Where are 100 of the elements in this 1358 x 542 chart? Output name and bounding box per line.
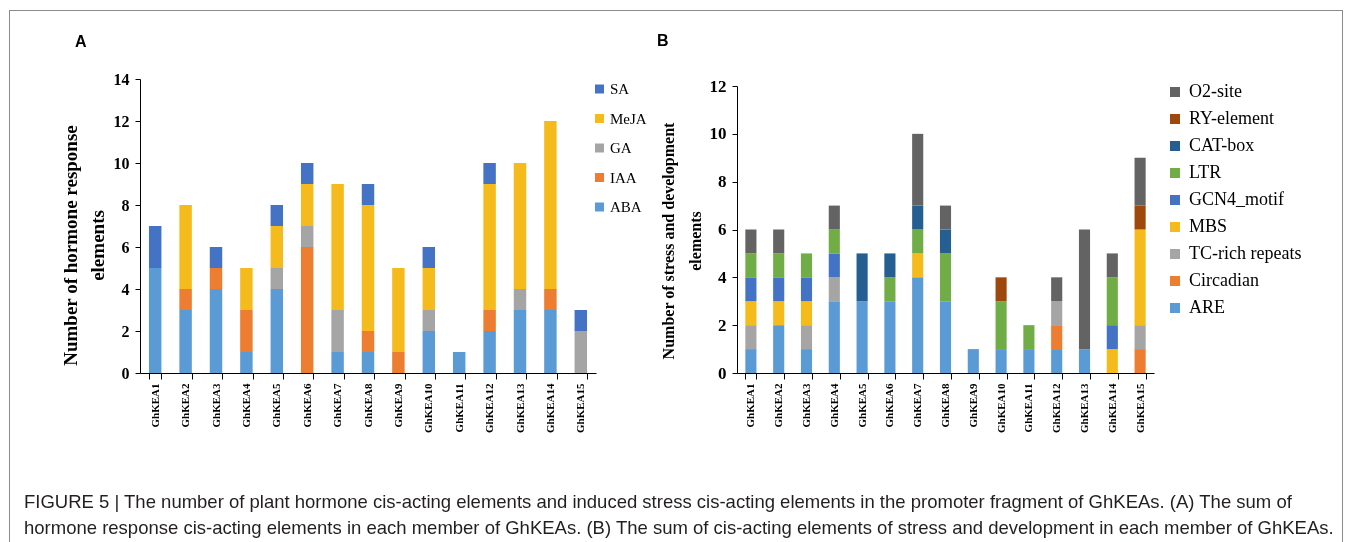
- y-tick-label: 4: [718, 267, 727, 287]
- bar: [773, 301, 785, 326]
- x-tick-label: GhKEA5: [270, 383, 283, 428]
- legend-label: IAA: [610, 169, 637, 186]
- y-tick-label: 2: [718, 315, 727, 335]
- legend-label: MBS: [1189, 216, 1228, 236]
- bar: [209, 289, 223, 373]
- bar: [939, 301, 952, 373]
- bar: [967, 349, 979, 373]
- bar: [240, 310, 253, 352]
- bar: [422, 310, 436, 331]
- bar: [995, 301, 1007, 350]
- bar: [1051, 325, 1063, 350]
- bar: [1051, 349, 1063, 373]
- bar: [884, 277, 896, 302]
- y-tick-label: 10: [113, 154, 130, 172]
- bar: [1106, 325, 1118, 350]
- bar: [574, 331, 588, 373]
- bar: [745, 229, 757, 254]
- y-tick-label: 0: [121, 364, 130, 382]
- x-tick-label: GhKEA7: [331, 383, 344, 428]
- bar: [179, 205, 192, 289]
- bar: [800, 301, 813, 326]
- bar: [912, 229, 924, 254]
- bar: [148, 226, 162, 268]
- legend-label: LTR: [1189, 162, 1222, 182]
- bar: [939, 229, 952, 254]
- bar: [270, 205, 284, 226]
- bar: [856, 301, 868, 373]
- bar: [361, 331, 375, 352]
- bar: [483, 163, 496, 184]
- bar: [452, 352, 466, 373]
- x-tick-label: GhKEA9: [966, 383, 979, 428]
- bar: [422, 268, 436, 310]
- bar: [300, 247, 314, 373]
- bar: [828, 253, 840, 278]
- x-tick-label: GhKEA8: [939, 383, 951, 428]
- bar: [939, 205, 952, 230]
- y-tick-label: 0: [718, 363, 727, 383]
- bar: [240, 268, 253, 310]
- bar: [1134, 157, 1146, 206]
- bar: [828, 205, 840, 230]
- x-tick-label: GhKEA6: [883, 383, 896, 428]
- x-tick-label: GhKEA13: [513, 383, 526, 434]
- bar: [1134, 349, 1146, 373]
- x-tick-label: GhKEA4: [827, 383, 840, 428]
- bar: [513, 310, 527, 373]
- legend-label: ABA: [610, 199, 642, 215]
- bar: [995, 349, 1007, 373]
- bar: [745, 253, 757, 278]
- y-axis-title: Number of stress and development elements: [659, 121, 704, 360]
- bar: [331, 310, 344, 352]
- bar: [1134, 205, 1146, 230]
- bar: [773, 277, 785, 302]
- bar: [483, 184, 496, 310]
- bar: [828, 229, 840, 254]
- bar: [513, 289, 527, 310]
- bar: [1134, 229, 1146, 326]
- y-tick-label: 6: [121, 238, 130, 256]
- y-tick-label: 14: [113, 70, 130, 88]
- x-tick-label: GhKEA10: [422, 383, 435, 434]
- bar: [800, 253, 813, 278]
- bar: [939, 253, 952, 302]
- legend-label: O2-site: [1189, 81, 1242, 101]
- bar: [912, 277, 924, 373]
- y-tick-label: 6: [718, 220, 727, 239]
- bar: [270, 226, 284, 268]
- bar: [773, 229, 785, 254]
- x-tick-label: GhKEA7: [911, 383, 924, 428]
- bar: [1106, 349, 1118, 373]
- legend-label: GCN4_motif: [1189, 189, 1285, 209]
- bar: [1023, 349, 1035, 373]
- y-tick-label: 8: [718, 172, 727, 192]
- bar: [544, 289, 557, 310]
- bar: [856, 253, 868, 302]
- x-tick-label: GhKEA14: [1105, 383, 1118, 434]
- y-tick-label: 4: [121, 280, 130, 298]
- x-tick-label: GhKEA12: [483, 383, 496, 434]
- bar: [745, 277, 757, 302]
- bar: [1106, 253, 1118, 278]
- bar: [544, 121, 557, 289]
- bar: [1023, 325, 1035, 350]
- x-tick-label: GhKEA1: [148, 383, 161, 428]
- bar: [828, 301, 840, 373]
- x-tick-label: GhKEA2: [772, 383, 785, 428]
- y-tick-label: 12: [709, 76, 727, 96]
- x-tick-label: GhKEA9: [391, 383, 404, 428]
- bar: [1134, 325, 1146, 350]
- x-tick-label: GhKEA14: [543, 383, 556, 434]
- chart-title: B: [657, 32, 669, 49]
- y-axis-title: Number of hormone response elements: [59, 125, 108, 366]
- bar: [800, 325, 813, 350]
- bar: [1078, 349, 1091, 373]
- bar: [1106, 277, 1118, 326]
- x-tick-label: GhKEA4: [239, 383, 252, 428]
- bar: [209, 268, 223, 289]
- x-tick-label: GhKEA15: [574, 383, 587, 434]
- x-tick-label: GhKEA10: [994, 383, 1007, 434]
- x-tick-label: GhKEA11: [452, 383, 465, 433]
- bar: [995, 277, 1007, 302]
